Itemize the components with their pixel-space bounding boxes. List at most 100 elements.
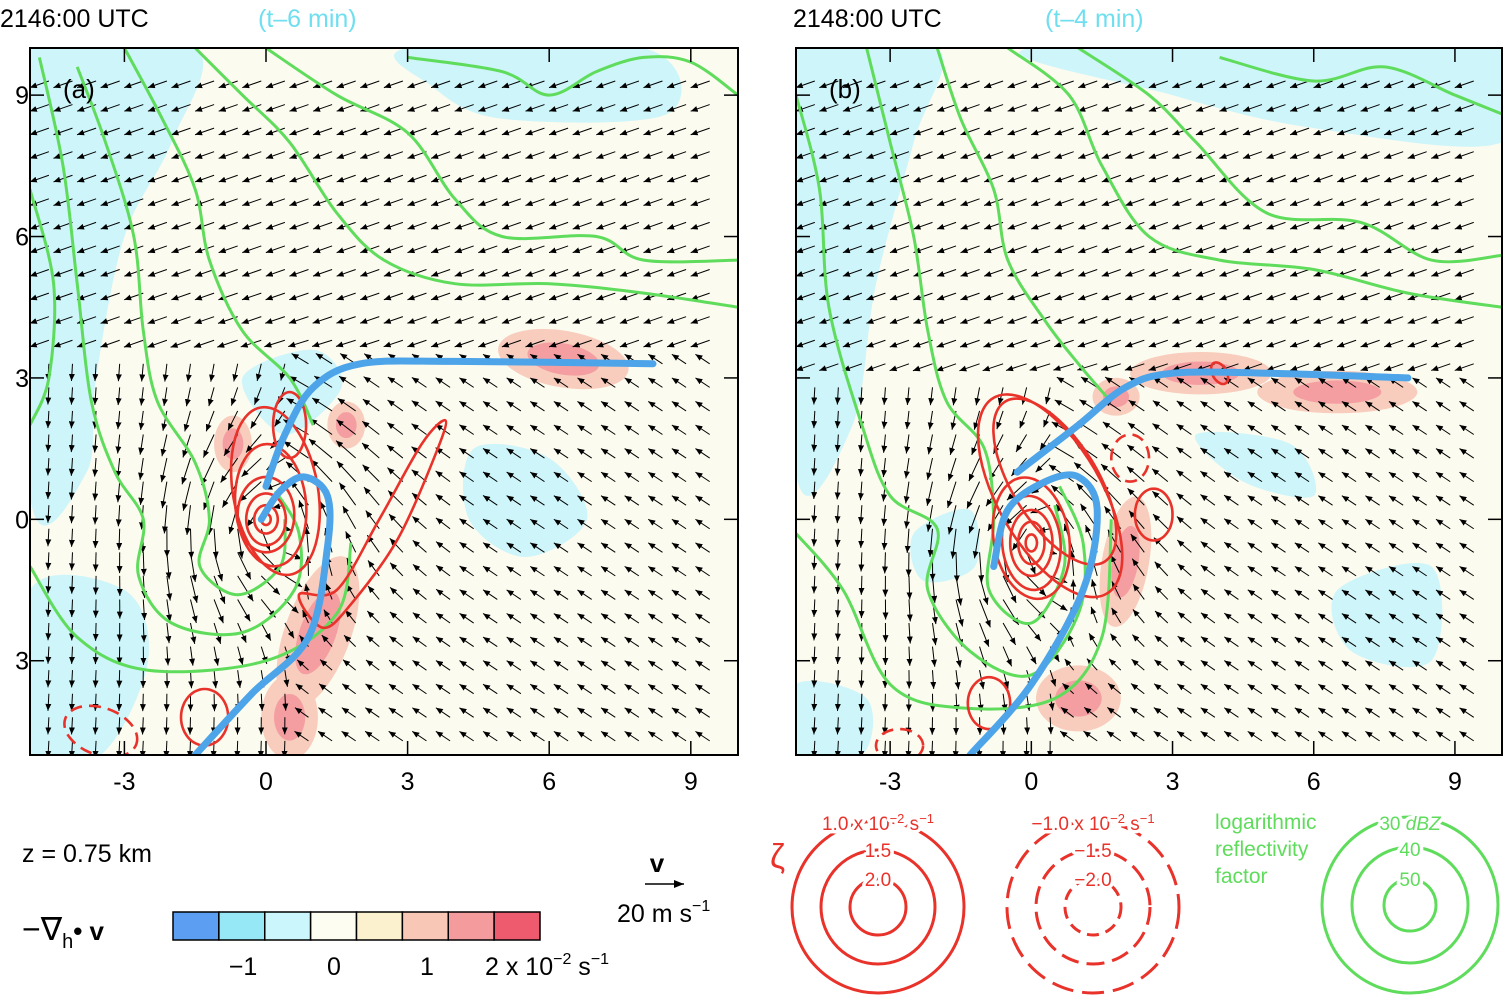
wind-vector — [160, 434, 168, 457]
wind-vector — [430, 221, 451, 230]
wind-vector — [407, 80, 427, 89]
wind-vector — [624, 589, 640, 600]
x-tick-label: -3 — [879, 768, 901, 796]
wind-vector — [690, 221, 710, 230]
legend-title: reflectivity — [1215, 838, 1309, 861]
wind-vector — [289, 245, 309, 254]
wind-vector — [336, 269, 356, 277]
wind-vector — [430, 292, 451, 301]
wind-vector — [312, 316, 333, 324]
wind-vector — [407, 339, 427, 348]
wind-vector — [366, 635, 380, 647]
wind-vector — [624, 707, 640, 718]
wind-vector — [45, 410, 52, 429]
wind-vector — [92, 363, 99, 382]
wind-vector — [289, 375, 309, 388]
wind-vector — [529, 565, 545, 577]
wind-vector — [257, 740, 264, 755]
wind-vector — [53, 339, 73, 348]
wind-vector — [383, 221, 404, 230]
wind-vector — [501, 174, 522, 183]
wind-vector — [147, 339, 168, 348]
wind-vector — [435, 400, 451, 412]
wind-vector — [454, 174, 474, 183]
wind-vector — [695, 565, 710, 577]
wind-vector — [260, 622, 272, 641]
wind-vector — [435, 588, 451, 600]
wind-vector — [240, 339, 262, 348]
wind-vector — [643, 127, 663, 136]
wind-vector — [690, 198, 710, 206]
wind-vector — [265, 151, 286, 159]
wind-vector — [525, 127, 545, 136]
wind-vector — [364, 730, 380, 742]
wind-vector — [525, 151, 545, 159]
wind-vector — [92, 693, 99, 711]
vorticity-symbol: ζ — [770, 838, 785, 876]
wind-vector — [671, 471, 687, 483]
wind-vector — [100, 292, 120, 301]
wind-vector — [194, 174, 215, 183]
wind-vector — [600, 589, 616, 600]
x-tick-label: 0 — [259, 768, 273, 796]
colorbar-swatch — [447, 911, 495, 941]
wind-vector — [160, 481, 168, 509]
wind-vector — [383, 269, 404, 277]
wind-vector — [596, 104, 616, 112]
wind-vector — [454, 269, 474, 277]
wind-vector — [312, 269, 333, 277]
legend-circle — [1034, 848, 1152, 966]
x-tick-label: 6 — [1307, 768, 1321, 796]
wind-vector — [289, 292, 309, 301]
wind-vector — [362, 464, 380, 482]
wind-vector — [170, 316, 191, 324]
wind-vector — [76, 339, 97, 348]
operator: • v — [73, 916, 104, 946]
wind-vector — [572, 80, 592, 89]
wind-vector — [124, 198, 144, 206]
wind-vector — [209, 363, 215, 382]
contour-label: −1.0 x 10−2 s−1 — [1031, 811, 1154, 835]
wind-vector — [454, 221, 474, 230]
wind-vector — [100, 80, 120, 89]
wind-vector — [666, 221, 687, 230]
wind-vector — [291, 353, 309, 365]
wind-vector — [459, 447, 474, 459]
wind-vector — [600, 707, 616, 718]
wind-vector — [365, 659, 380, 671]
wind-vector — [360, 221, 380, 230]
wind-vector — [162, 363, 169, 382]
wind-vector — [53, 245, 73, 254]
wind-vector — [643, 339, 663, 348]
wind-vector — [217, 339, 238, 348]
wind-vector — [92, 387, 99, 405]
wind-vector — [336, 316, 356, 324]
wind-vector — [435, 541, 451, 553]
wind-vector — [553, 683, 569, 695]
wind-vector — [666, 245, 687, 254]
wind-vector — [548, 104, 569, 112]
colorbar-swatch — [493, 911, 541, 941]
wind-vector — [478, 104, 498, 112]
wind-vector — [45, 528, 52, 547]
wind-vector — [529, 683, 545, 695]
wind-vector — [386, 422, 404, 435]
wind-vector — [265, 316, 286, 324]
wind-vector — [482, 636, 498, 648]
wind-vector — [647, 353, 663, 365]
wind-vector — [383, 292, 404, 301]
wind-vector — [577, 448, 592, 459]
wind-vector — [336, 151, 356, 159]
wind-vector — [671, 683, 687, 695]
wind-vector — [553, 424, 569, 435]
wind-vector — [92, 552, 99, 572]
wind-vector — [643, 174, 663, 183]
wind-vector — [506, 471, 522, 483]
wind-vector — [548, 269, 569, 277]
wind-vector — [647, 518, 663, 530]
wind-vector — [695, 730, 710, 742]
wind-vector — [171, 80, 191, 89]
wind-vector — [411, 423, 427, 435]
wind-vector — [671, 424, 687, 435]
